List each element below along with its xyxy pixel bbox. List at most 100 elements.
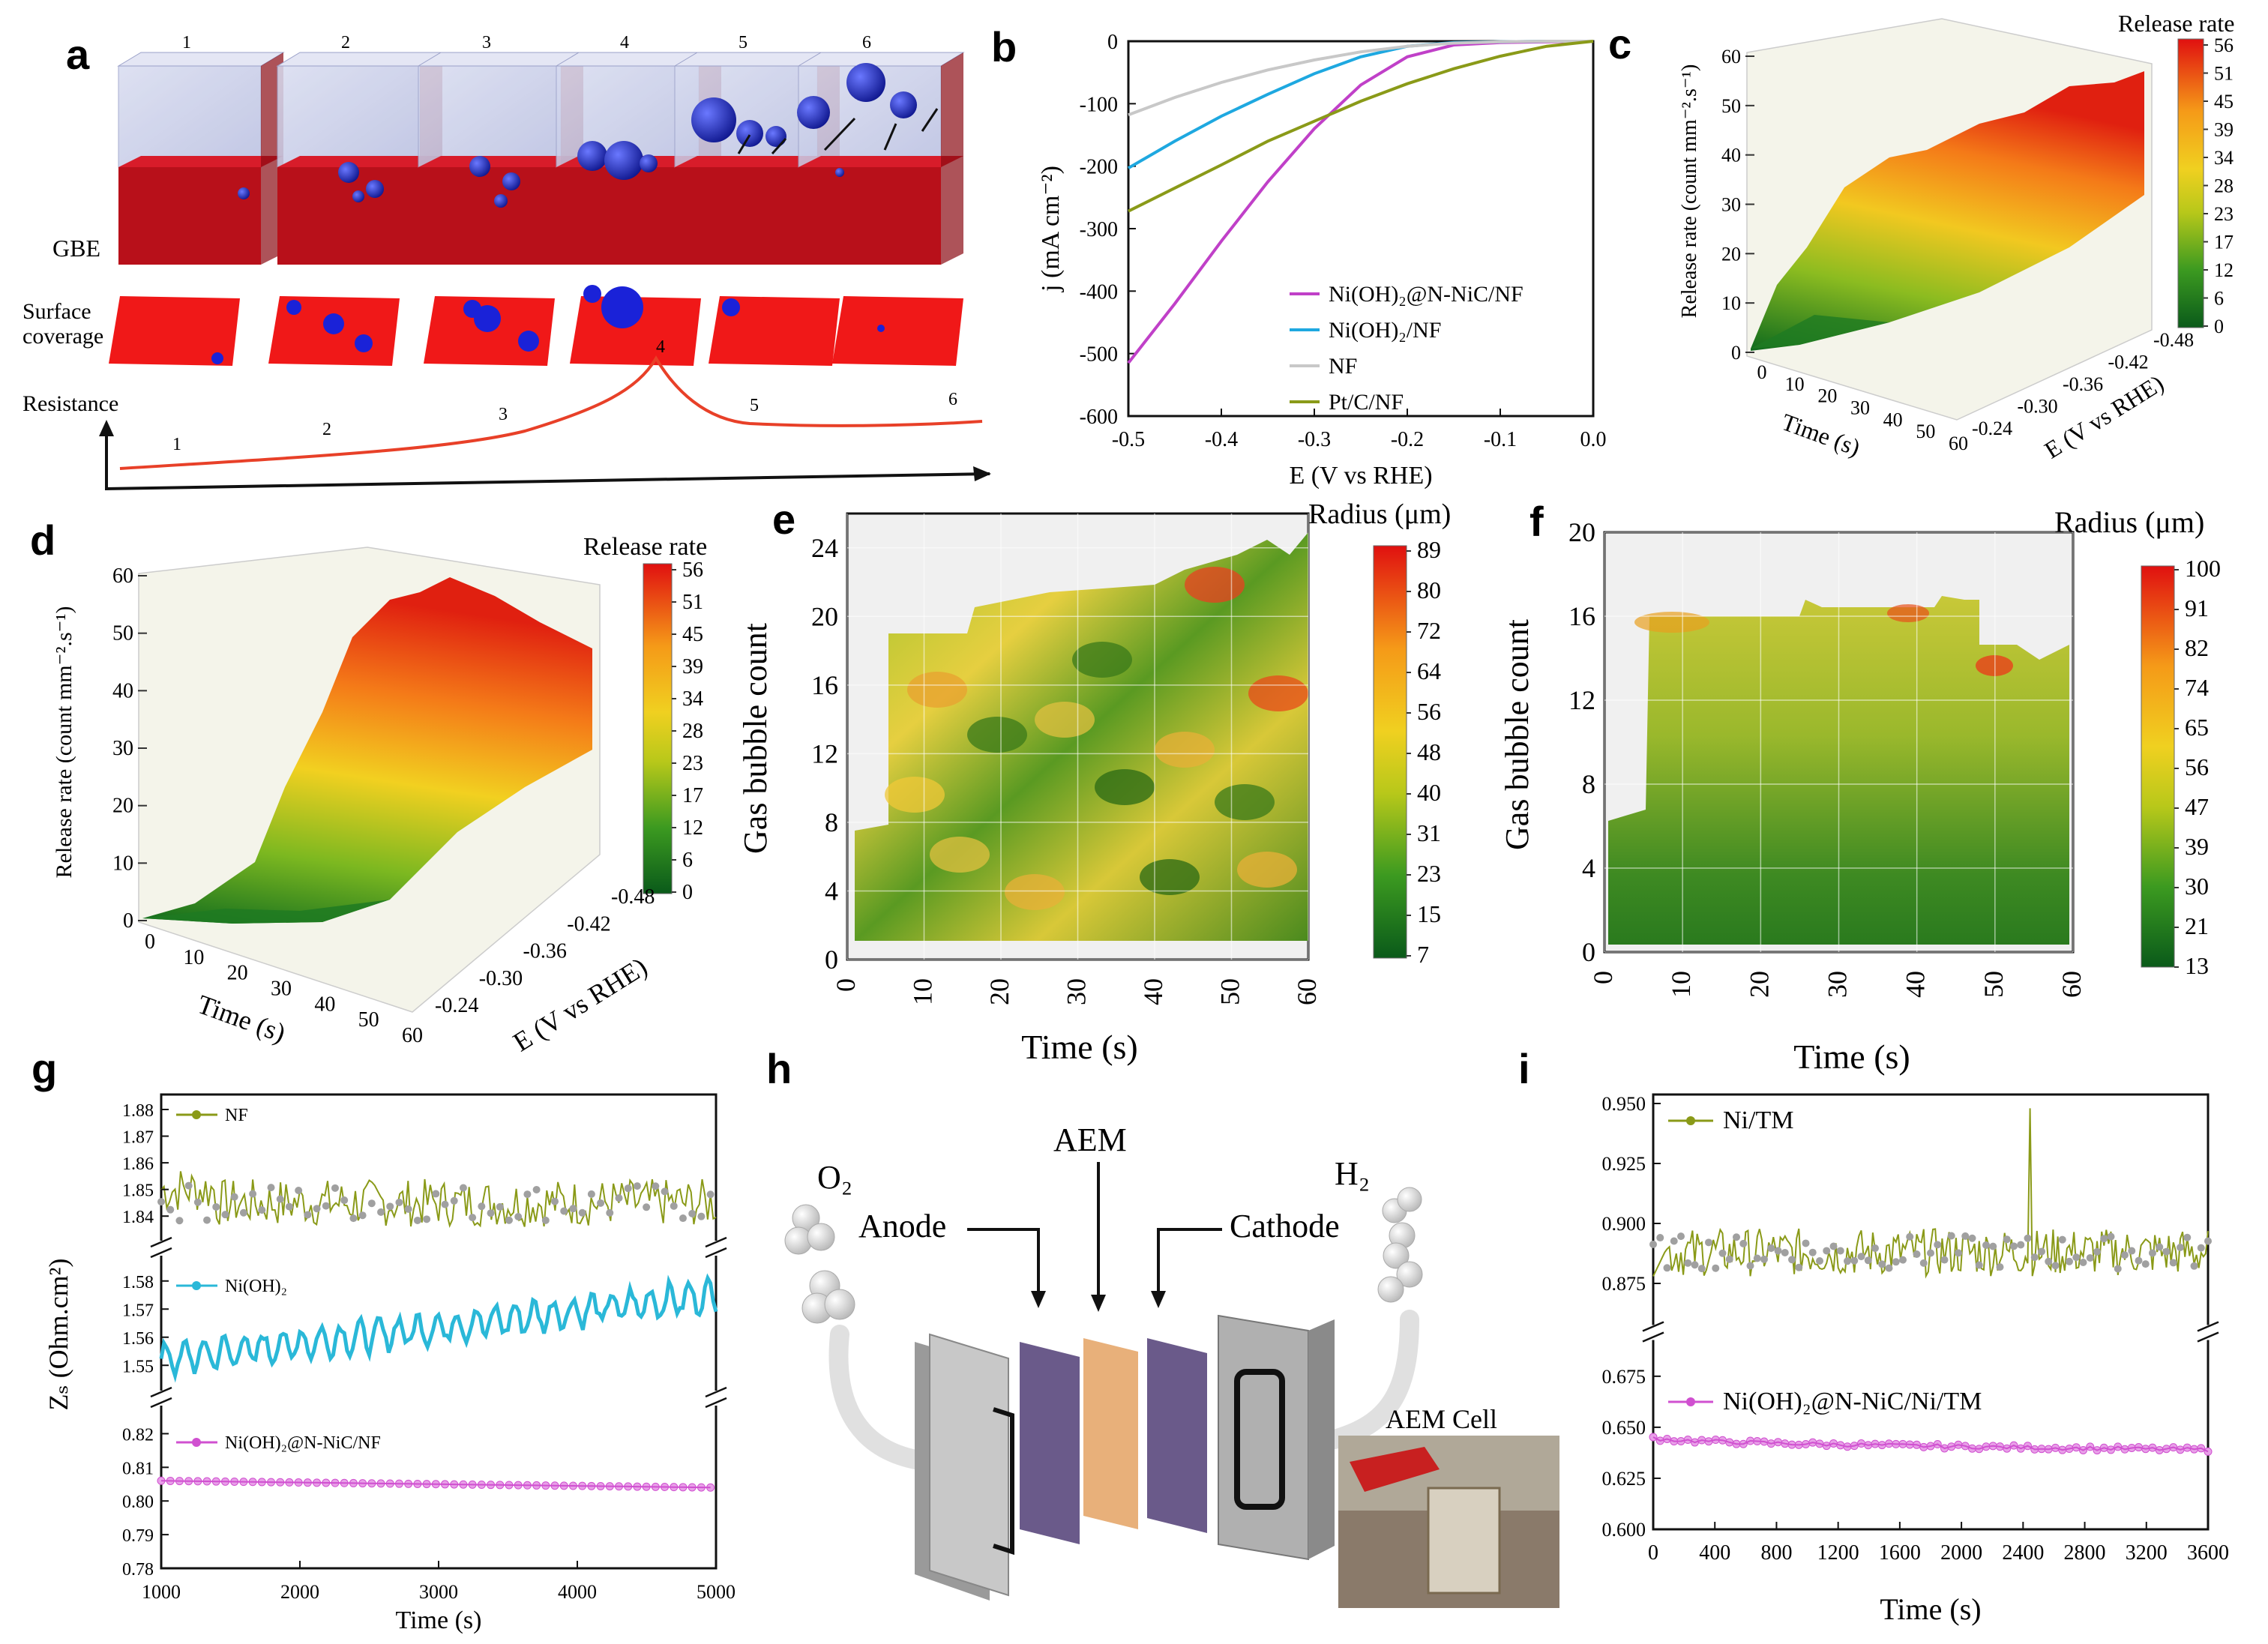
i-marker [1795,1263,1803,1271]
g-marker [532,1185,541,1193]
g-marker [386,1202,394,1211]
i-marker [1697,1265,1706,1273]
resistance-point-label: 6 [948,390,957,409]
colorbar-tick-label: 28 [2214,175,2234,197]
g-marker [377,1208,385,1216]
bubble-icon [583,285,601,303]
y-tick-label: 1.86 [122,1154,154,1174]
x-tick-label: 0 [145,930,155,954]
h-cell-photo-body [1427,1487,1501,1595]
b-ytick-label: -600 [1080,406,1118,429]
colorbar-tick-label: 64 [1417,657,1441,684]
x-tick-label: 20 [984,978,1014,1005]
i-marker [1816,1257,1823,1265]
h-aem-label: AEM [1053,1121,1127,1158]
i-marker [1788,1256,1796,1264]
x-tick-label: 3200 [2126,1541,2168,1565]
f-ylabel: Gas bubble count [1499,619,1535,850]
colorbar-tick-label: 28 [682,720,703,743]
i-marker [2177,1243,2184,1251]
b-series-line [1128,40,1594,213]
i-marker [1871,1244,1879,1253]
g-marker [560,1207,568,1215]
i-marker [1712,1264,1720,1272]
arrow-up-icon [99,420,114,436]
i-marker [1892,1258,1900,1266]
a-cell-top [276,52,444,67]
c-colorbar-title: Release rate [2118,10,2234,37]
h-cathode-flowfield [1234,1369,1285,1510]
x-tick-label: 50 [1979,971,2009,998]
colorbar-tick-label: 82 [2185,634,2209,661]
axis-break-mark [150,1247,172,1259]
a-cell-electrode-top [277,156,442,167]
b-legend-label: Pt/C/NF [1329,390,1404,415]
z-tick-label: 0 [123,909,133,933]
y-tick-label: 0.78 [122,1560,154,1580]
resistance-point-label: 3 [499,405,508,424]
a-cell-number: 3 [482,33,491,52]
x-tick-label: 0 [831,978,861,992]
e-hotspot [1237,852,1297,888]
i-marker [2204,1237,2212,1245]
i-marker [2030,1253,2039,1262]
g-series-nioh2 [159,1273,718,1383]
resistance-curve [119,355,983,470]
y-tick-label: 0.80 [122,1493,154,1512]
i-marker [2024,1234,2032,1242]
y-tick-label: 0 [825,945,838,975]
colorbar-tick-label: 34 [682,687,703,711]
colorbar-tick-label: 7 [1417,941,1429,968]
colorbar-tick-label: 0 [682,881,693,904]
b-xtick-label: -0.1 [1484,428,1517,451]
arrow-up-icon [737,134,751,154]
a-cell-top [797,52,965,67]
g-marker [487,1209,495,1217]
a-surface-tile [109,296,240,366]
i-marker [2183,1233,2192,1241]
colorbar-tick-label: 23 [1417,860,1441,887]
colorbar-tick-label: 34 [2214,147,2234,169]
gas-sphere-icon [1383,1242,1410,1269]
panel-g: g 1000 2000 3000 4000 5000 1.84 1.85 1.86 1.87 1.… [31,1045,736,1634]
h-o2-label: O₂ [817,1159,852,1196]
b-ytick-label: -400 [1080,280,1118,304]
a-cell-electrode [277,167,420,265]
z-tick-label: 30 [1721,194,1741,216]
x-tick-label: 40 [314,993,335,1016]
e-hotspot [1005,874,1065,910]
i-marker [1927,1249,1934,1257]
a-cell-electrode-top [798,156,963,167]
g-marker [450,1196,458,1205]
a-surface-tile [709,296,840,366]
i-marker [1913,1250,1921,1258]
g-marker [606,1208,614,1217]
panel-i: i 0 400 800 1200 1600 2000 2400 2800 3200 3600 0.8… [1518,1045,2229,1626]
i-marker [2121,1251,2129,1259]
i-marker [2107,1232,2115,1241]
a-cell-gas [277,65,421,168]
c-surface [1751,71,2144,351]
i-marker [2045,1257,2053,1265]
bubble-icon [238,187,250,199]
x-tick-label: 1200 [1817,1541,1859,1565]
g-marker [304,1211,312,1219]
surface-label-1: Surface [22,299,91,324]
z-tick-label: 0 [1731,342,1741,364]
arrow-down-icon [1151,1291,1166,1308]
y-tick-label: 0.950 [1602,1093,1646,1115]
y-tick-label: 20 [1568,517,1595,547]
x-tick-label: 20 [1744,971,1774,998]
b-xtick-label: -0.5 [1112,428,1145,451]
x-tick-label: 10 [183,946,204,969]
y-tick-label: 0 [1582,937,1595,967]
g-marker [523,1190,532,1199]
g-marker [258,1206,266,1214]
e-hotspot [930,837,990,873]
y-tick-label: -0.42 [567,912,610,936]
i-marker [2135,1256,2143,1265]
b-xtick-label: 0.0 [1580,428,1607,451]
bubble-icon [518,331,539,352]
e-hotspot [1248,675,1308,711]
